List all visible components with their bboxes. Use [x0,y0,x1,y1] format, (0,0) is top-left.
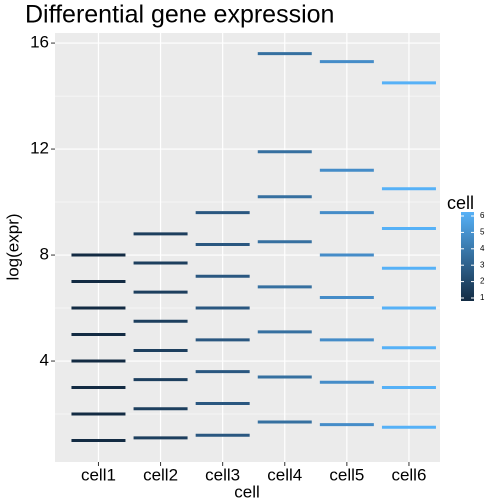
x-tick-label: cell3 [205,465,240,484]
x-axis-label: cell [234,482,260,501]
x-tick-label: cell5 [329,465,364,484]
x-tick-label: cell1 [81,465,116,484]
x-tick-label: cell6 [391,465,426,484]
legend-title: cell [447,193,474,213]
x-tick-label: cell2 [143,465,178,484]
colorbar [461,212,474,301]
legend-tick-label: 2 [480,277,485,286]
y-axis-label: log(expr) [3,213,22,280]
panel [55,33,440,462]
x-tick-label: cell4 [267,465,302,484]
y-tick-label: 8 [40,245,49,264]
y-tick-label: 12 [30,139,49,158]
y-tick-label: 16 [30,33,49,52]
y-tick-label: 4 [40,351,49,370]
legend-tick-label: 5 [480,228,485,237]
legend-tick-label: 1 [480,293,485,302]
legend-tick-label: 6 [480,211,485,220]
legend-tick-label: 4 [480,244,485,253]
legend-tick-label: 3 [480,260,485,269]
chart-title: Differential gene expression [25,1,334,29]
